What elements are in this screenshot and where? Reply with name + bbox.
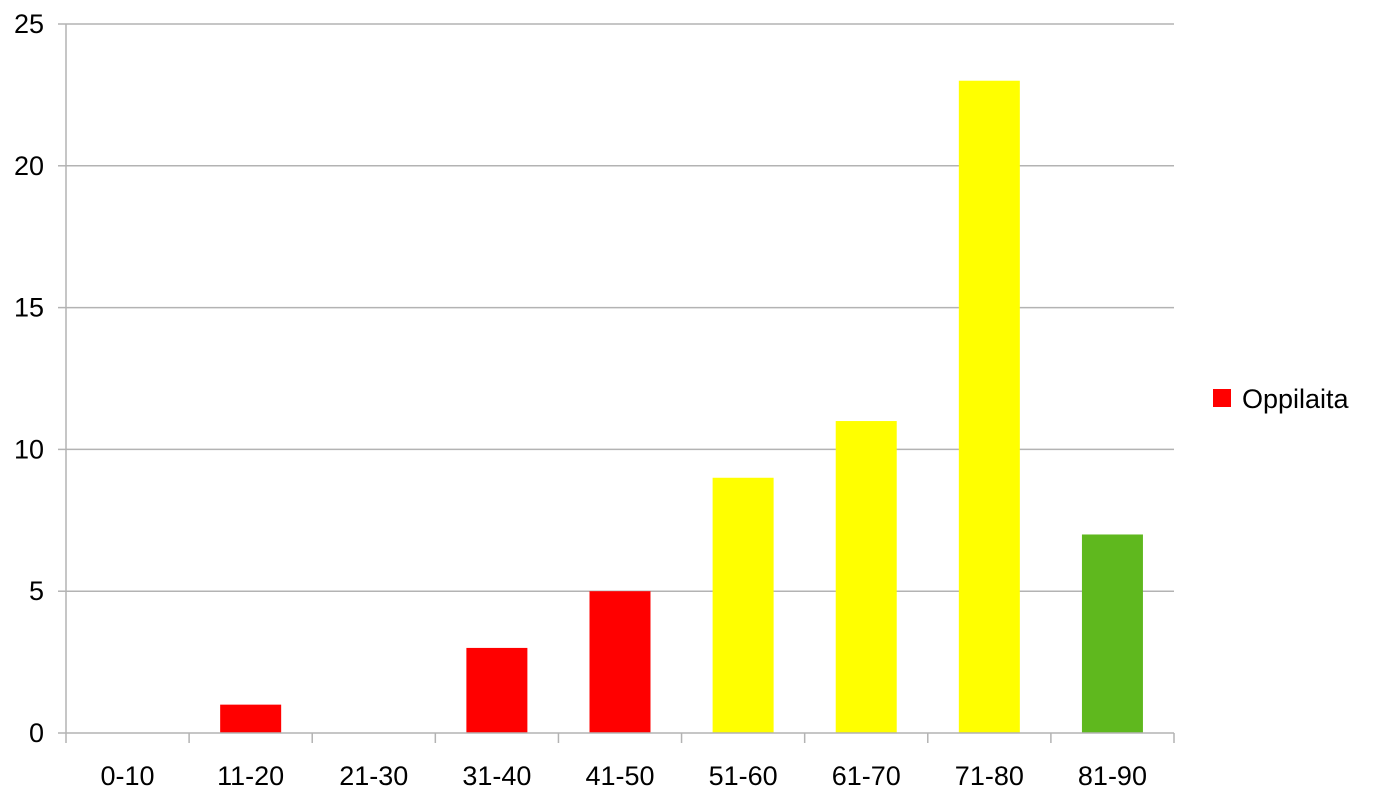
x-tick-label: 41-50 — [585, 761, 654, 791]
bar-71-80 — [958, 80, 1020, 734]
x-axis-tick-labels: 0-10 11-20 21-30 31-40 41-50 51-60 61-70 71-80 8… — [101, 761, 1147, 791]
x-tick-label: 0-10 — [101, 761, 155, 791]
bar-11-20 — [220, 704, 282, 733]
legend: Oppilaita — [1213, 384, 1350, 414]
y-tick-label: 15 — [14, 293, 44, 323]
bars — [220, 80, 1143, 734]
axes — [58, 23, 1175, 743]
bar-41-50 — [589, 591, 651, 733]
x-tick-label: 21-30 — [339, 761, 408, 791]
bar-61-70 — [835, 421, 897, 733]
bar-51-60 — [712, 477, 774, 733]
x-tick-label: 51-60 — [709, 761, 778, 791]
legend-swatch — [1213, 389, 1231, 407]
y-tick-label: 20 — [14, 151, 44, 181]
x-tick-label: 71-80 — [955, 761, 1024, 791]
y-tick-label: 10 — [14, 434, 44, 464]
x-tick-label: 11-20 — [217, 761, 284, 791]
y-tick-label: 25 — [14, 9, 44, 39]
x-tick-label: 61-70 — [832, 761, 901, 791]
x-tick-label: 31-40 — [462, 761, 531, 791]
legend-label-oppilaita: Oppilaita — [1242, 384, 1350, 414]
x-tick-label: 81-90 — [1078, 761, 1147, 791]
bar-31-40 — [466, 647, 528, 733]
bar-81-90 — [1081, 534, 1143, 733]
y-axis-tick-labels: 0 5 10 15 20 25 — [14, 9, 44, 748]
y-tick-label: 5 — [29, 576, 44, 606]
y-tick-label: 0 — [29, 718, 44, 748]
